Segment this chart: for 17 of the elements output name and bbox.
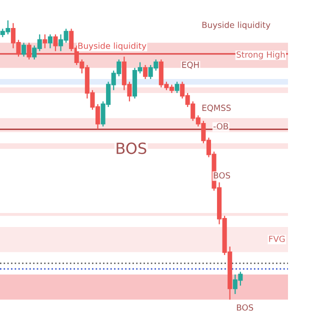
candlestick (143, 64, 148, 80)
annotation: -OB (214, 123, 228, 130)
ref-line-label: Buyside liquidity (78, 42, 146, 51)
band-label: FVG (269, 236, 285, 242)
text: BOS (236, 304, 254, 311)
candlestick (174, 81, 180, 94)
candlestick (42, 34, 48, 49)
annotation: Buyside liquidity (202, 22, 270, 30)
candlestick (48, 34, 52, 49)
annotation: EQH (182, 62, 199, 69)
annotation: EQMSS (202, 104, 231, 112)
annotation: BOS (214, 172, 230, 179)
candlestick (22, 42, 26, 58)
band-label: Strong High (236, 51, 285, 60)
candlestick (53, 34, 58, 52)
annotation: BOS (116, 142, 146, 154)
candlestick (26, 42, 32, 60)
